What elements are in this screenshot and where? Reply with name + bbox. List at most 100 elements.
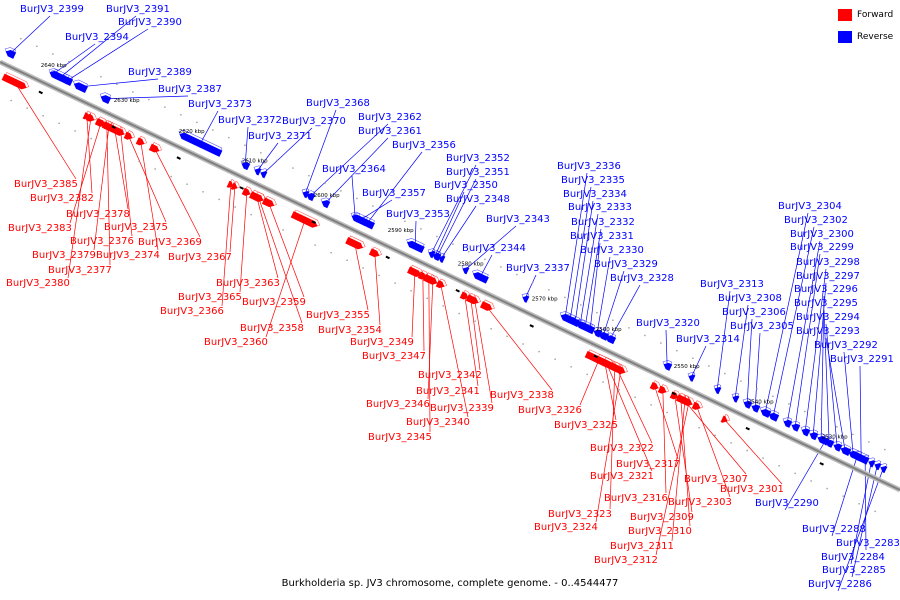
reverse-gene-label: BurJV3_2350 — [434, 180, 498, 191]
leader-line — [569, 186, 592, 320]
forward-gene-arrow — [649, 380, 662, 390]
track-dot — [90, 137, 92, 140]
leader-line — [786, 240, 821, 424]
forward-gene-label: BurJV3_2316 — [604, 493, 668, 504]
leader-line — [674, 396, 693, 513]
forward-gene-label: BurJV3_2309 — [630, 512, 694, 523]
reverse-gene-label: BurJV3_2371 — [248, 131, 312, 142]
leader-line — [579, 213, 599, 325]
track-dot — [394, 282, 396, 284]
reverse-gene-arrow — [240, 159, 251, 171]
reverse-gene-arrow — [320, 197, 331, 209]
track-dot — [516, 273, 518, 276]
tick-label: 2600 kbp — [314, 193, 340, 199]
track-dot — [132, 91, 134, 93]
forward-gene-label: BurJV3_2366 — [160, 306, 224, 317]
forward-gene-label: BurJV3_2346 — [366, 399, 430, 410]
forward-gene-label: BurJV3_2341 — [416, 386, 480, 397]
track-dot — [186, 183, 188, 185]
track-dot — [618, 388, 620, 391]
track-dot — [788, 403, 790, 405]
track-dot — [682, 419, 684, 421]
reverse-gene-label: BurJV3_2361 — [358, 126, 422, 137]
tick-label: 2570 kbp — [532, 297, 558, 303]
reverse-gene-label: BurJV3_2284 — [821, 552, 885, 563]
legend: Forward Reverse — [838, 8, 898, 52]
leader-line — [794, 253, 821, 427]
leader-line — [440, 205, 477, 259]
leader-line — [422, 276, 425, 352]
reverse-gene-label: BurJV3_2372 — [218, 115, 282, 126]
tick-mark — [745, 426, 750, 431]
leader-line — [256, 197, 279, 279]
forward-gene-label: BurJV3_2382 — [30, 193, 94, 204]
leader-line — [351, 175, 356, 218]
track-dot — [692, 357, 694, 359]
reverse-gene-arrow — [72, 79, 88, 93]
reverse-gene-label: BurJV3_2362 — [358, 112, 422, 123]
track-dot — [538, 350, 540, 353]
tick-mark — [311, 220, 316, 225]
reverse-gene-arrow — [731, 392, 740, 403]
forward-gene-label: BurJV3_2310 — [628, 526, 692, 537]
reverse-gene-arrow — [48, 68, 59, 79]
leader-line — [67, 118, 92, 279]
track-dot — [612, 319, 614, 321]
forward-gene-arrow — [101, 119, 114, 130]
tick-mark — [455, 288, 460, 293]
forward-gene-label: BurJV3_2301 — [720, 484, 784, 495]
reverse-gene-arrow — [800, 425, 811, 437]
track-dot — [228, 136, 230, 139]
forward-gene-label: BurJV3_2324 — [534, 522, 598, 533]
forward-gene-arrow — [469, 294, 482, 305]
leader-line — [374, 253, 381, 326]
reverse-gene-arrow — [301, 188, 310, 199]
leader-line — [654, 386, 679, 460]
tick-mark — [529, 324, 534, 328]
leader-line — [106, 126, 111, 266]
track-dot — [852, 433, 854, 436]
forward-gene-arrow — [85, 112, 98, 122]
forward-gene-arrow — [614, 363, 628, 375]
track-dot — [282, 229, 284, 231]
tick-label: 2590 kbp — [388, 228, 414, 234]
leader-line — [746, 318, 753, 405]
leader-line — [486, 306, 553, 391]
leader-line — [754, 332, 761, 408]
forward-gene-arrow — [368, 246, 382, 258]
reverse-gene-label: BurJV3_2399 — [20, 4, 84, 15]
reverse-gene-arrow — [253, 165, 262, 176]
reverse-gene-label: BurJV3_2290 — [755, 498, 819, 509]
forward-gene-label: BurJV3_2375 — [104, 222, 168, 233]
track-dot — [138, 160, 140, 163]
track-dot — [650, 404, 652, 406]
leader-line — [9, 15, 51, 54]
track-dot — [804, 410, 806, 413]
backbone-line — [0, 61, 900, 491]
track-dot — [676, 349, 678, 352]
forward-gene-label: BurJV3_2347 — [362, 351, 426, 362]
track-dot — [164, 106, 166, 108]
track-dot — [714, 434, 716, 436]
forward-gene-label: BurJV3_2339 — [430, 403, 494, 414]
track-dot — [644, 334, 646, 337]
forward-gene-arrow — [720, 414, 731, 423]
genome-caption: Burkholderia sp. JV3 chromosome, complet… — [281, 578, 619, 589]
leader-line — [86, 116, 93, 194]
leader-line — [671, 400, 686, 542]
track-dot — [778, 465, 780, 467]
reverse-gene-label: BurJV3_2353 — [386, 209, 450, 220]
tick-label: 2560 kbp — [596, 327, 622, 333]
reverse-gene-label: BurJV3_2333 — [568, 202, 632, 213]
leader-line — [324, 137, 389, 204]
reverse-gene-label: BurJV3_2370 — [282, 116, 346, 127]
leader-line — [804, 268, 827, 432]
forward-gene-label: BurJV3_2338 — [490, 390, 554, 401]
reverse-gene-arrow — [713, 384, 722, 395]
forward-gene-label: BurJV3_2317 — [616, 459, 680, 470]
leader-line — [574, 200, 594, 323]
tick-mark — [593, 354, 598, 359]
track-dot — [628, 327, 630, 329]
track-dot — [420, 228, 422, 230]
legend-item-forward: Forward — [838, 8, 898, 22]
